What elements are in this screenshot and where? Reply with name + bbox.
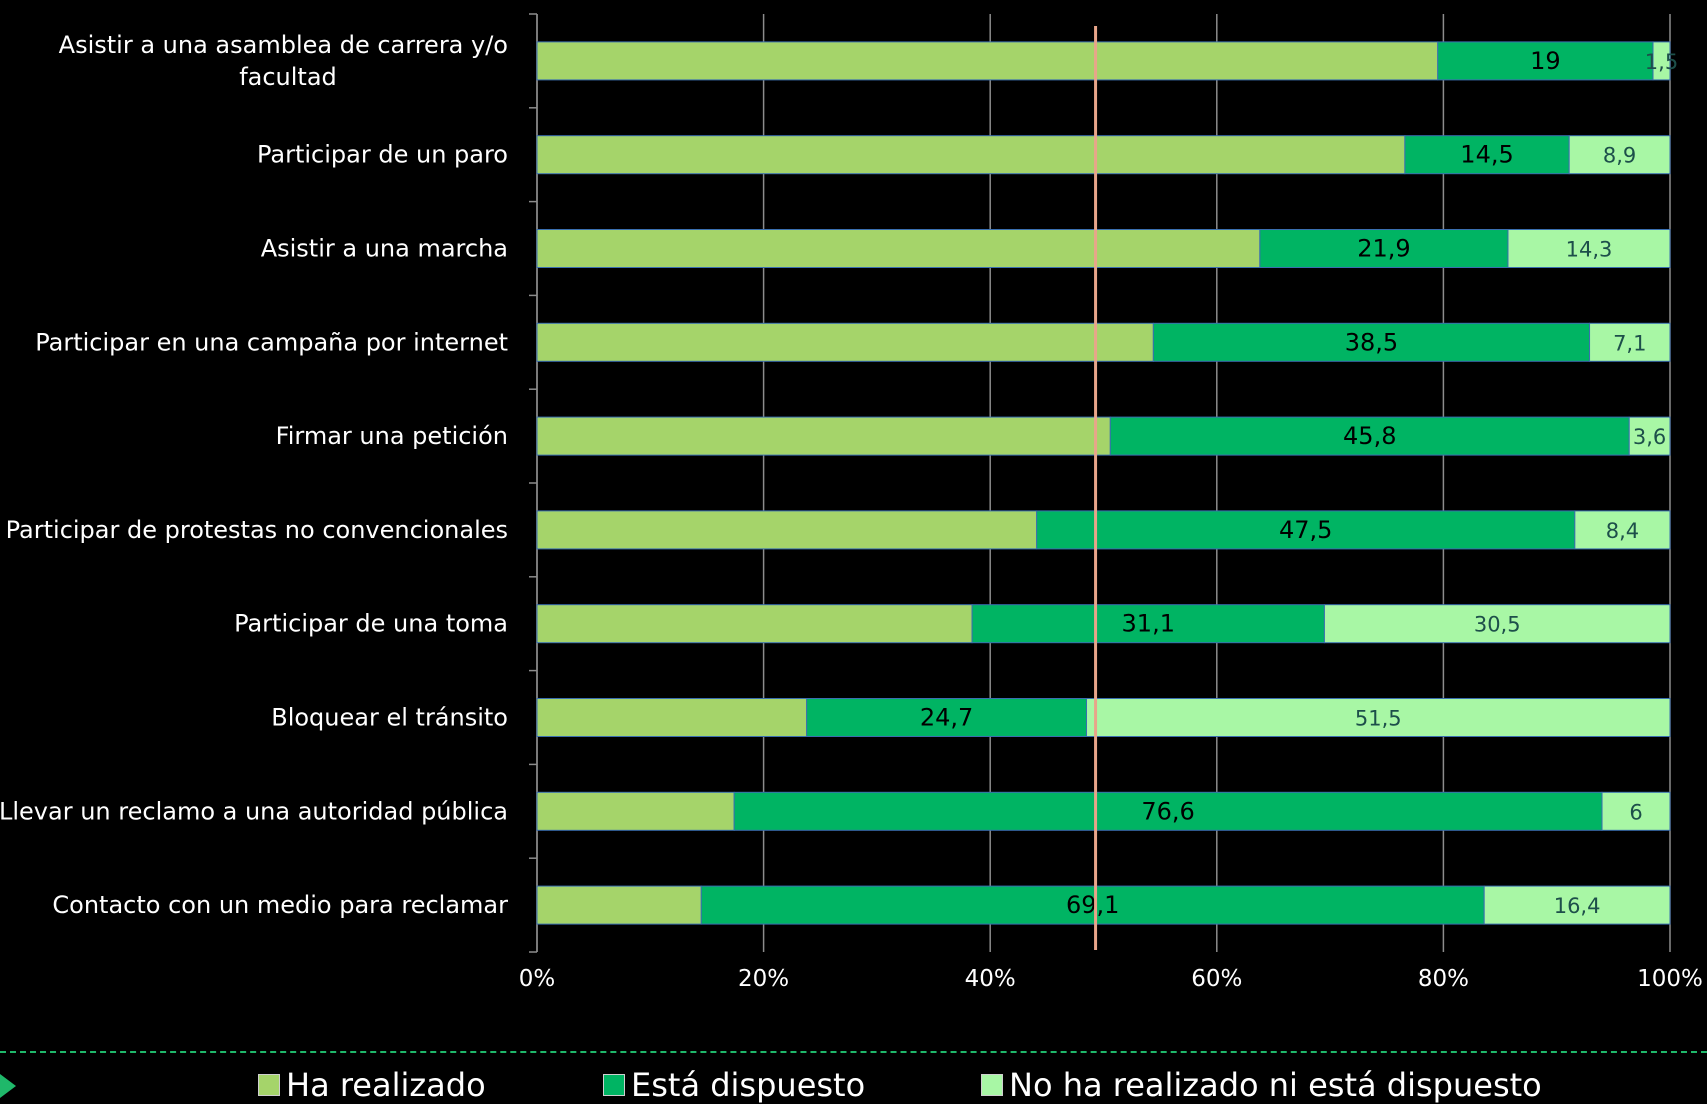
bar-segment [1589,322,1671,362]
bar-segment [1601,791,1671,831]
data-label: 8,9 [1603,144,1636,168]
legend-swatch [258,1074,280,1096]
data-label: 51,5 [1355,707,1402,731]
bar-segment [536,791,735,831]
data-label: 3,6 [1633,425,1666,449]
legend-swatch [981,1074,1003,1096]
bar-segment [1323,604,1671,644]
labels-layer: 19 1,5 14,5 8,9 21,9 14,3 38,5 7,1 45,8 3,6 47,5 8,… [920,47,1678,919]
data-label: 76,6 [1141,797,1194,825]
bar-segment [1628,416,1671,456]
bar-segment [536,41,1439,81]
bar-segment [1437,41,1654,81]
data-label: 6 [1629,800,1642,824]
x-tick-label: 0% [519,966,556,992]
legend-item-esta-dispuesto: Está dispuesto [603,1066,865,1104]
legend-label: Ha realizado [286,1066,486,1104]
category-label: Contacto con un medio para reclamar [52,891,508,919]
data-label: 24,7 [920,704,973,732]
category-labels: Asistir a una asamblea de carrera y/o fac… [0,31,508,919]
category-label: Asistir a una asamblea de carrera y/o [59,31,508,59]
bar-segment [536,510,1038,550]
bars-layer [536,41,1671,925]
bar-segment [536,135,1406,175]
bar-segment [971,604,1325,644]
x-tick-label: 60% [1191,966,1242,992]
bar-segment [1652,41,1671,81]
bar-segment [1036,510,1576,550]
bar-segment [536,698,808,737]
bar-segment [1568,135,1671,175]
x-tick-label: 80% [1418,966,1469,992]
data-label: 14,5 [1460,141,1513,169]
data-label: 30,5 [1474,613,1521,637]
data-label: 16,4 [1554,894,1601,918]
category-label: Participar en una campaña por internet [35,328,508,356]
data-label: 7,1 [1613,331,1646,355]
bar-segment [1086,698,1671,737]
data-label: 19 [1530,47,1561,75]
category-label: Bloquear el tránsito [271,704,508,732]
category-label: Llevar un reclamo a una autoridad públic… [0,797,508,825]
data-label: 47,5 [1279,516,1332,544]
bar-segment [1483,885,1671,925]
bar-segment [536,604,973,644]
bar-segment [536,885,702,925]
legend-item-no-ha-realizado: No ha realizado ni está dispuesto [981,1066,1542,1104]
arrow-icon [0,1074,16,1098]
legend-swatch [603,1074,625,1096]
data-label: 21,9 [1357,235,1410,263]
bar-segment [1259,229,1509,268]
bar-segment [1109,416,1630,456]
bar-segment [1574,510,1671,550]
legend-item-ha-realizado: Ha realizado [258,1066,486,1104]
bar-segment [1507,229,1671,268]
bar-segment [536,229,1261,268]
bar-segment [536,322,1154,362]
x-tick-labels: 0% 20% 40% 60% 80% 100% [519,966,1703,992]
data-label: 14,3 [1566,238,1613,262]
data-label: 8,4 [1606,519,1639,543]
legend-label: No ha realizado ni está dispuesto [1009,1066,1542,1104]
bar-segment [1152,322,1591,362]
bar-segment [806,698,1088,737]
data-label: 69,1 [1066,891,1119,919]
category-label: facultad [239,63,337,91]
category-label: Participar de un paro [257,141,508,169]
x-tick-label: 20% [738,966,789,992]
category-label: Firmar una petición [276,422,508,450]
category-label: Asistir a una marcha [261,235,508,263]
x-tick-label: 40% [965,966,1016,992]
bar-segment [733,791,1603,831]
legend-label: Está dispuesto [631,1066,866,1104]
data-label: 31,1 [1122,610,1175,638]
x-tick-label: 100% [1637,966,1703,992]
data-label: 1,5 [1645,50,1678,74]
category-label: Participar de una toma [234,610,508,638]
stacked-bar-chart: 19 1,5 14,5 8,9 21,9 14,3 38,5 7,1 45,8 3,6 47,5 8,… [0,13,1703,992]
bar-segment [536,416,1111,456]
data-label: 45,8 [1343,422,1396,450]
category-label: Participar de protestas no convencionale… [6,516,508,544]
data-label: 38,5 [1345,328,1398,356]
bar-segment [700,885,1485,925]
legend-separator [0,1051,1707,1053]
